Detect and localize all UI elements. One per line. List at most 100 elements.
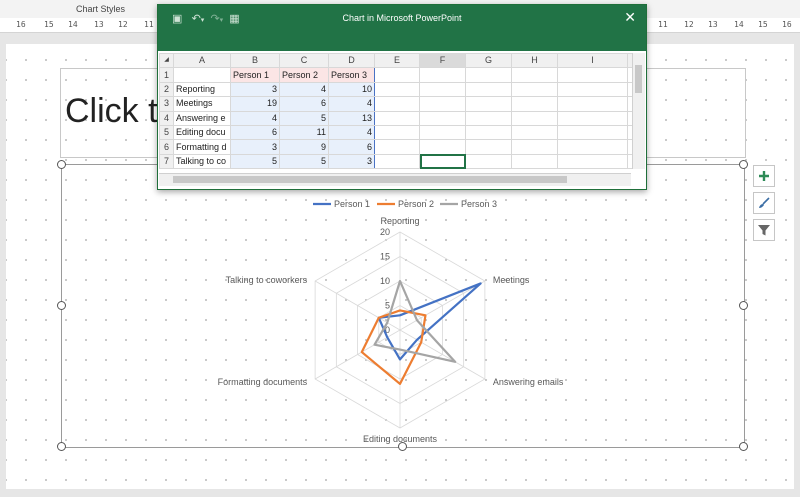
close-icon[interactable]: ✕: [624, 9, 636, 25]
cell[interactable]: 5: [230, 153, 280, 170]
cell[interactable]: 19: [230, 96, 280, 112]
cell[interactable]: [557, 96, 628, 112]
resize-handle-ml[interactable]: [57, 301, 66, 310]
cell[interactable]: [511, 153, 558, 170]
chevron-down-icon[interactable]: ▾: [219, 17, 224, 24]
column-header[interactable]: E: [374, 52, 420, 69]
column-header[interactable]: G: [465, 52, 512, 69]
row-header[interactable]: 7: [159, 153, 174, 170]
row-header[interactable]: 6: [159, 139, 174, 155]
cell[interactable]: [374, 139, 420, 155]
cell[interactable]: [511, 96, 558, 112]
edit-data-icon[interactable]: ▦: [229, 13, 240, 25]
cell[interactable]: [511, 110, 558, 126]
row-header[interactable]: 3: [159, 96, 174, 112]
cell[interactable]: [419, 81, 466, 98]
row-header[interactable]: 4: [159, 110, 174, 126]
cell[interactable]: [419, 124, 466, 141]
cell[interactable]: [465, 153, 512, 170]
cell[interactable]: Person 3: [328, 67, 375, 83]
cell[interactable]: Talking to co: [173, 153, 231, 170]
cell[interactable]: 6: [230, 124, 280, 141]
chart-elements-button[interactable]: [753, 165, 775, 187]
cell[interactable]: 11: [279, 124, 329, 141]
resize-handle-bl[interactable]: [57, 442, 66, 451]
cell[interactable]: 4: [328, 96, 375, 112]
cell[interactable]: [465, 67, 512, 83]
spreadsheet-grid[interactable]: ◢ A B C D E F G H I 1 Person 1 Person 2 Person 3 2 Repo…: [159, 52, 633, 170]
cell[interactable]: [511, 124, 558, 141]
vertical-scrollbar[interactable]: [632, 53, 645, 169]
resize-handle-tl[interactable]: [57, 160, 66, 169]
save-icon[interactable]: ▣: [172, 13, 183, 25]
row-header[interactable]: 5: [159, 124, 174, 141]
column-header[interactable]: F: [419, 52, 466, 69]
cell[interactable]: [557, 124, 628, 141]
cell[interactable]: [374, 67, 420, 83]
cell[interactable]: 3: [230, 81, 280, 98]
cell[interactable]: Person 1: [230, 67, 280, 83]
cell[interactable]: [465, 96, 512, 112]
cell[interactable]: 4: [230, 110, 280, 126]
horizontal-scrollbar[interactable]: [159, 173, 631, 186]
redo-icon[interactable]: ↷: [210, 13, 220, 25]
cell[interactable]: [374, 81, 420, 98]
column-header[interactable]: H: [511, 52, 558, 69]
cell[interactable]: Formatting d: [173, 139, 231, 155]
cell[interactable]: [465, 81, 512, 98]
cell[interactable]: Person 2: [279, 67, 329, 83]
resize-handle-br[interactable]: [739, 442, 748, 451]
cell[interactable]: [557, 81, 628, 98]
cell[interactable]: 5: [279, 153, 329, 170]
chevron-down-icon[interactable]: ▾: [200, 17, 205, 24]
cell[interactable]: Reporting: [173, 81, 231, 98]
cell[interactable]: 6: [279, 96, 329, 112]
cell[interactable]: [465, 139, 512, 155]
cell[interactable]: Answering e: [173, 110, 231, 126]
column-header[interactable]: C: [279, 52, 329, 69]
series-3-line[interactable]: [373, 279, 457, 363]
chart-filters-button[interactable]: [753, 219, 775, 241]
cell[interactable]: [419, 96, 466, 112]
resize-handle-mr[interactable]: [739, 301, 748, 310]
row-header[interactable]: 2: [159, 81, 174, 98]
cell[interactable]: [374, 153, 420, 170]
cell[interactable]: Meetings: [173, 96, 231, 112]
column-header[interactable]: A: [173, 52, 231, 69]
excel-window[interactable]: ▣ ↶▾ ↷▾ ▦ Chart in Microsoft PowerPoint …: [157, 4, 647, 190]
cell[interactable]: [511, 139, 558, 155]
cell[interactable]: [465, 124, 512, 141]
column-header[interactable]: B: [230, 52, 280, 69]
cell[interactable]: [419, 139, 466, 155]
column-header[interactable]: D: [328, 52, 375, 69]
cell[interactable]: 9: [279, 139, 329, 155]
select-all-corner[interactable]: ◢: [159, 52, 174, 69]
cell[interactable]: [419, 110, 466, 126]
cell[interactable]: [557, 139, 628, 155]
cell[interactable]: [173, 67, 231, 83]
cell[interactable]: [511, 81, 558, 98]
cell[interactable]: [374, 124, 420, 141]
cell[interactable]: 4: [328, 124, 375, 141]
resize-handle-tr[interactable]: [739, 160, 748, 169]
cell[interactable]: [374, 96, 420, 112]
cell[interactable]: [557, 110, 628, 126]
cell[interactable]: [511, 67, 558, 83]
cell[interactable]: 13: [328, 110, 375, 126]
undo-icon[interactable]: ↶: [191, 13, 201, 25]
cell[interactable]: [557, 67, 628, 83]
cell[interactable]: 4: [279, 81, 329, 98]
cell[interactable]: 3: [328, 153, 375, 170]
scroll-thumb[interactable]: [635, 65, 642, 93]
cell[interactable]: [419, 67, 466, 83]
cell[interactable]: 3: [230, 139, 280, 155]
chart-styles-button[interactable]: [753, 192, 775, 214]
cell[interactable]: Editing docu: [173, 124, 231, 141]
series-2-line[interactable]: [360, 309, 427, 385]
column-header[interactable]: I: [557, 52, 628, 69]
row-header[interactable]: 1: [159, 67, 174, 83]
cell[interactable]: 6: [328, 139, 375, 155]
cell[interactable]: 5: [279, 110, 329, 126]
scroll-thumb[interactable]: [173, 176, 567, 183]
